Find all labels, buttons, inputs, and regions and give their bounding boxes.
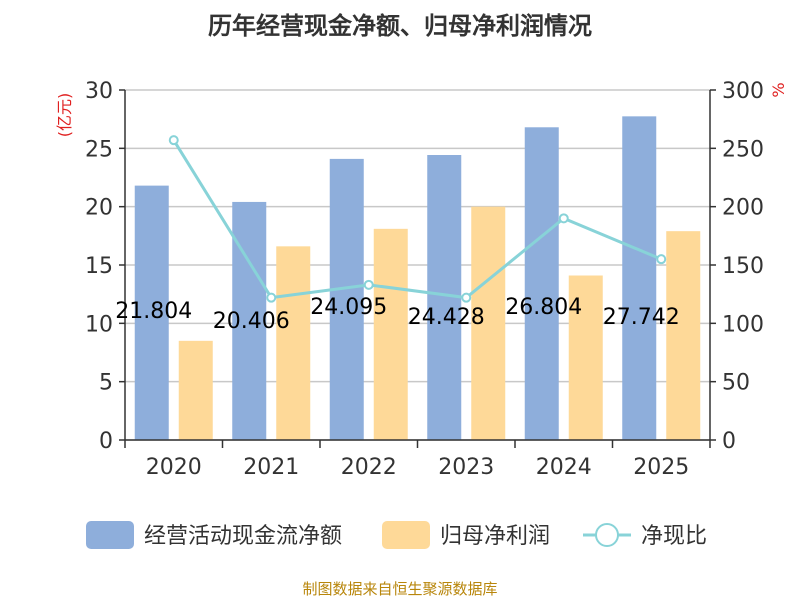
x-tick-label: 2024 xyxy=(536,455,592,480)
legend-swatch-operating-cash-flow xyxy=(86,521,134,549)
bar-net-profit xyxy=(568,275,603,440)
source-note: 制图数据来自恒生聚源数据库 xyxy=(302,580,498,598)
ratio-line-point xyxy=(363,279,374,290)
right-tick-label: 200 xyxy=(722,196,764,221)
right-tick-label: 250 xyxy=(722,137,764,162)
bar-operating-cash-flow xyxy=(524,127,559,440)
ratio-line-point xyxy=(168,135,179,146)
left-axis-label: (亿元) xyxy=(55,93,74,138)
bar-net-profit xyxy=(471,206,506,440)
data-label: 20.406 xyxy=(213,309,290,334)
ratio-line xyxy=(168,135,667,303)
x-tick-label: 2025 xyxy=(633,455,689,480)
left-tick-label: 25 xyxy=(85,137,113,162)
x-tick-label: 2022 xyxy=(341,455,397,480)
right-axis-label: % xyxy=(769,82,788,97)
bar-operating-cash-flow xyxy=(329,158,364,440)
bar-net-profit xyxy=(276,246,311,440)
legend-swatch-ratio-point xyxy=(595,523,619,547)
right-tick-label: 100 xyxy=(722,312,764,337)
ratio-line-point xyxy=(266,292,277,303)
ratio-line-point xyxy=(656,254,667,265)
right-tick-label: 0 xyxy=(722,429,736,454)
left-tick-label: 0 xyxy=(99,429,113,454)
right-tick-label: 300 xyxy=(722,79,764,104)
bar-operating-cash-flow xyxy=(134,185,169,440)
data-label: 27.742 xyxy=(603,305,680,330)
legend: 经营活动现金流净额 归母净利润 净现比 xyxy=(86,521,707,549)
data-label: 21.804 xyxy=(115,299,192,324)
x-tick-label: 2023 xyxy=(438,455,494,480)
legend-swatch-net-profit xyxy=(382,521,430,549)
right-tick-label: 150 xyxy=(722,254,764,279)
data-label: 24.428 xyxy=(408,305,485,330)
bar-net-profit xyxy=(666,231,701,440)
x-tick-label: 2020 xyxy=(146,455,202,480)
legend-label-ratio: 净现比 xyxy=(641,524,707,549)
left-tick-label: 10 xyxy=(85,312,113,337)
left-tick-label: 20 xyxy=(85,196,113,221)
bar-net-profit xyxy=(373,228,408,440)
chart-title: 历年经营现金净额、归母净利润情况 xyxy=(208,12,592,40)
left-tick-label: 5 xyxy=(99,371,113,396)
data-label: 24.095 xyxy=(310,295,387,320)
ratio-line-point xyxy=(558,213,569,224)
data-labels: 21.804 20.406 24.095 24.428 26.804 27.742 xyxy=(115,295,679,334)
x-tick-label: 2021 xyxy=(243,455,299,480)
ratio-line-path xyxy=(172,139,662,300)
legend-label-operating-cash-flow: 经营活动现金流净额 xyxy=(144,524,342,549)
bars xyxy=(134,116,701,441)
data-label: 26.804 xyxy=(505,295,582,320)
legend-label-net-profit: 归母净利润 xyxy=(440,524,550,549)
ratio-line-point xyxy=(461,292,472,303)
left-tick-label: 15 xyxy=(85,254,113,279)
right-tick-label: 50 xyxy=(722,371,750,396)
bar-operating-cash-flow xyxy=(622,116,657,441)
bar-net-profit xyxy=(178,340,213,440)
left-tick-label: 30 xyxy=(85,79,113,104)
